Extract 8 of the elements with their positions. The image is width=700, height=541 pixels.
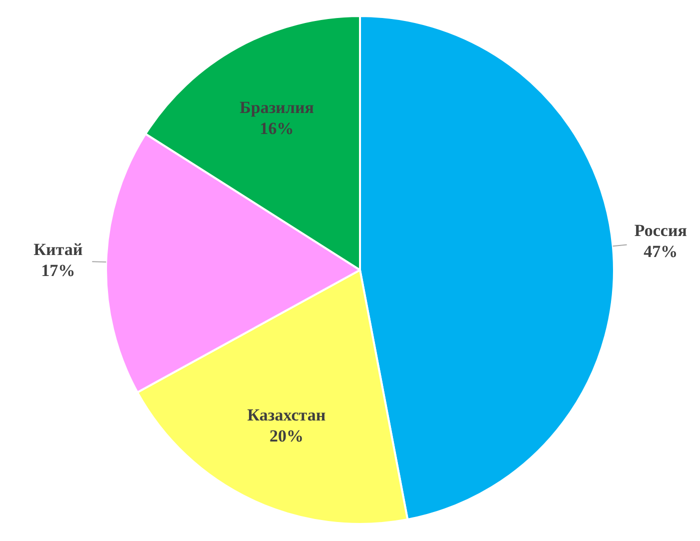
slice-label: Китай — [34, 240, 83, 259]
slice-label: Бразилия — [240, 98, 314, 118]
data-label: 16% — [260, 119, 294, 138]
slice-label: Казахстан — [247, 406, 326, 425]
slice-label: Россия — [634, 220, 687, 240]
data-label: 17% — [41, 260, 76, 280]
data-label: 20% — [269, 426, 304, 446]
data-label: 47% — [644, 242, 678, 261]
